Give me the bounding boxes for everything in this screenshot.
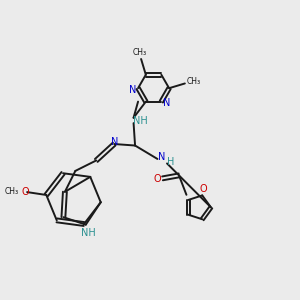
Text: NH: NH xyxy=(133,116,148,126)
Text: CH₃: CH₃ xyxy=(133,48,147,57)
Text: CH₃: CH₃ xyxy=(4,187,19,196)
Text: H: H xyxy=(167,157,175,167)
Text: N: N xyxy=(129,85,137,95)
Text: N: N xyxy=(158,152,166,163)
Text: O: O xyxy=(199,184,207,194)
Text: NH: NH xyxy=(81,228,96,238)
Text: O: O xyxy=(22,187,29,196)
Text: O: O xyxy=(153,174,161,184)
Text: N: N xyxy=(163,98,170,108)
Text: CH₃: CH₃ xyxy=(186,77,200,86)
Text: N: N xyxy=(111,137,119,147)
